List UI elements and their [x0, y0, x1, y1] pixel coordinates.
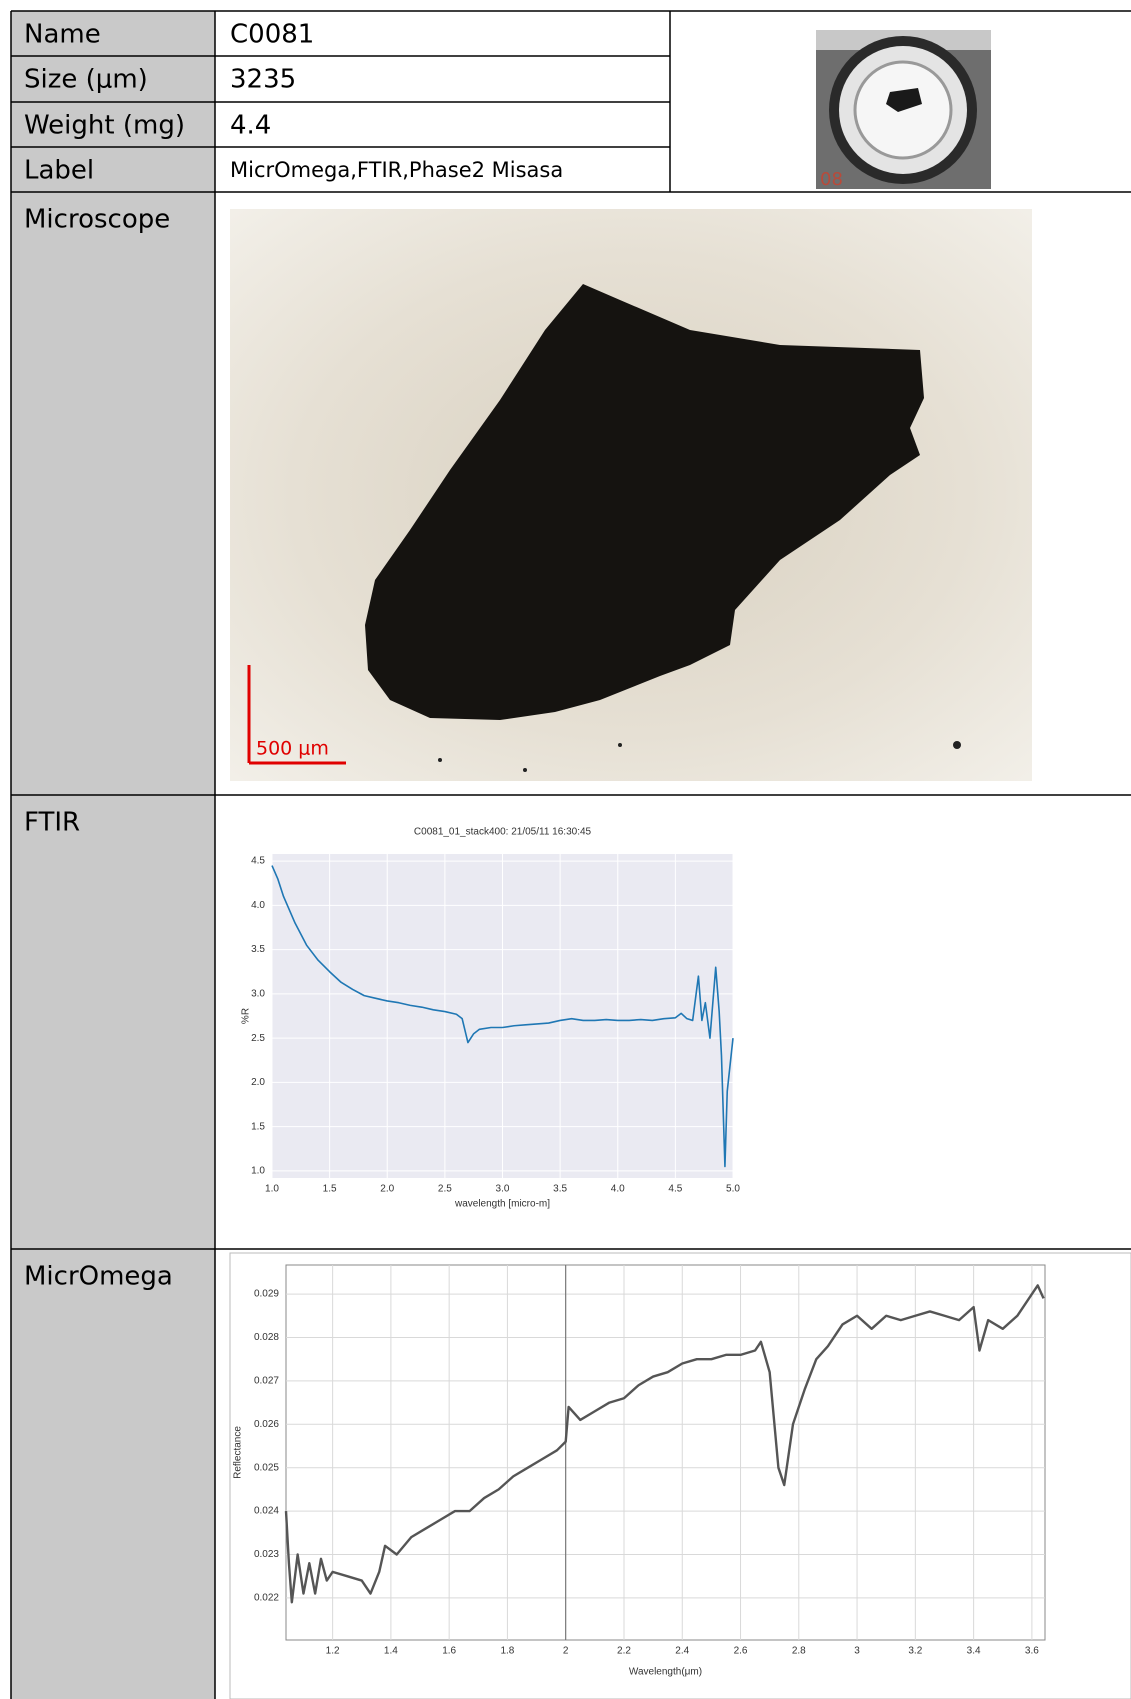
- y-tick-label: 0.023: [254, 1549, 279, 1560]
- x-tick-label: 2.4: [675, 1646, 689, 1657]
- y-tick-label: 2.0: [251, 1077, 265, 1088]
- x-tick-label: 3.4: [967, 1646, 981, 1657]
- x-tick-label: 3.6: [1025, 1646, 1039, 1657]
- x-tick-label: 3: [854, 1646, 860, 1657]
- table-lines: [10, 10, 1131, 1699]
- cell-label: Label: [24, 156, 94, 186]
- y-tick-label: 0.026: [254, 1419, 279, 1430]
- y-tick-label: 0.022: [254, 1593, 279, 1604]
- y-tick-label: 0.024: [254, 1506, 279, 1517]
- plot-area: [285, 1264, 1046, 1641]
- chart-title: C0081_01_stack400: 21/05/11 16:30:45: [414, 827, 592, 838]
- x-tick-label: 1.2: [326, 1646, 340, 1657]
- x-tick-label: 2.2: [617, 1646, 631, 1657]
- x-tick-label: 1.0: [265, 1184, 279, 1195]
- x-tick-label: 1.4: [384, 1646, 398, 1657]
- y-tick-label: 4.5: [251, 856, 265, 867]
- y-tick-label: 3.5: [251, 944, 265, 955]
- x-tick-label: 2.8: [792, 1646, 806, 1657]
- cell-label: Name: [24, 20, 101, 50]
- data-line: [271, 865, 734, 1168]
- y-tick-label: 0.025: [254, 1462, 279, 1473]
- cell-label: FTIR: [24, 808, 80, 838]
- x-tick-label: 3.5: [553, 1184, 567, 1195]
- cell-value: MicrOmega,FTIR,Phase2 Misasa: [230, 158, 563, 182]
- cell-label: Weight (mg): [24, 111, 185, 141]
- cell-label: MicrOmega: [24, 1262, 173, 1292]
- y-tick-label: 1.5: [251, 1121, 265, 1132]
- cell-label: Size (μm): [24, 65, 148, 95]
- x-tick-label: 4.5: [668, 1184, 682, 1195]
- y-tick-label: 1.0: [251, 1166, 265, 1177]
- y-tick-label: 0.028: [254, 1332, 279, 1343]
- x-tick-label: 2.0: [380, 1184, 394, 1195]
- x-tick-label: 2: [563, 1646, 569, 1657]
- cell-value: C0081: [230, 20, 314, 50]
- cell-value: 4.4: [230, 111, 271, 141]
- y-tick-label: 2.5: [251, 1033, 265, 1044]
- y-tick-label: 0.029: [254, 1289, 279, 1300]
- x-tick-label: 4.0: [611, 1184, 625, 1195]
- cell-value: 3235: [230, 65, 296, 95]
- x-tick-label: 1.8: [500, 1646, 514, 1657]
- x-tick-label: 2.5: [438, 1184, 452, 1195]
- x-tick-label: 3.0: [496, 1184, 510, 1195]
- thumbnail-label: 08: [820, 169, 843, 190]
- data-line: [284, 1284, 1045, 1604]
- x-tick-label: 1.5: [323, 1184, 337, 1195]
- x-tick-label: 5.0: [726, 1184, 740, 1195]
- charts: 1.0 1.5 2.0 2.5 3.0 3.5 4.0 4.5 5.0 1.0 1.5 2.0 2.5 3…: [233, 827, 1046, 1678]
- y-axis-label: %R: [241, 1008, 252, 1024]
- y-tick-label: 4.0: [251, 900, 265, 911]
- x-tick-label: 1.6: [442, 1646, 456, 1657]
- x-tick-label: 3.2: [908, 1646, 922, 1657]
- microscope-photo: 500 μm: [230, 209, 1032, 781]
- thumbnail: 08: [816, 30, 991, 190]
- x-tick-label: 2.6: [734, 1646, 748, 1657]
- y-tick-label: 3.0: [251, 989, 265, 1000]
- y-tick-label: 0.027: [254, 1376, 279, 1387]
- x-axis-label: Wavelength(μm): [629, 1667, 702, 1678]
- cell-label: Microscope: [24, 205, 170, 235]
- label-column: [11, 11, 215, 1699]
- y-axis-label: Reflectance: [233, 1426, 244, 1479]
- x-axis-label: wavelength [micro-m]: [454, 1199, 550, 1210]
- scale-bar-label: 500 μm: [256, 738, 329, 760]
